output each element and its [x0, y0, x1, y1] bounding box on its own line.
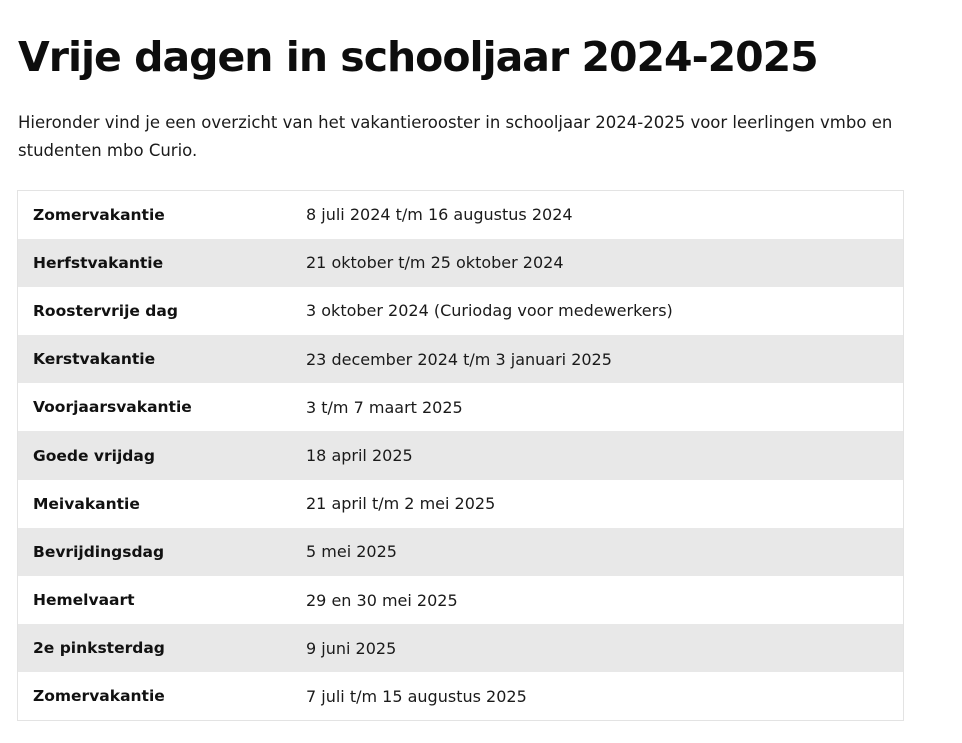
holiday-table: Zomervakantie 8 juli 2024 t/m 16 augustu… [17, 190, 904, 722]
table-row: Zomervakantie 7 juli t/m 15 augustus 202… [17, 672, 904, 721]
holiday-date: 23 december 2024 t/m 3 januari 2025 [306, 349, 612, 369]
table-row: 2e pinksterdag 9 juni 2025 [17, 624, 904, 673]
holiday-date: 5 mei 2025 [306, 542, 397, 562]
holiday-date: 29 en 30 mei 2025 [306, 590, 458, 610]
table-row: Roostervrije dag 3 oktober 2024 (Curioda… [17, 286, 904, 336]
table-row: Zomervakantie 8 juli 2024 t/m 16 augustu… [17, 190, 904, 239]
holiday-name: Zomervakantie [33, 687, 165, 706]
holiday-date: 9 juni 2025 [306, 638, 397, 658]
holiday-name: Bevrijdingsdag [33, 542, 165, 561]
table-row: Herfstvakantie 21 oktober t/m 25 oktober… [17, 238, 904, 287]
table-row: Hemelvaart 29 en 30 mei 2025 [17, 576, 904, 625]
holiday-name: Hemelvaart [33, 591, 135, 610]
table-row: Voorjaarsvakantie 3 t/m 7 maart 2025 [17, 383, 904, 432]
table-row: Meivakantie 21 april t/m 2 mei 2025 [17, 479, 904, 528]
holiday-name: Kerstvakantie [33, 350, 156, 369]
page-title: Vrije dagen in schooljaar 2024-2025 [18, 33, 819, 81]
table-row: Bevrijdingsdag 5 mei 2025 [17, 527, 904, 576]
holiday-name: Voorjaarsvakantie [33, 398, 192, 417]
holiday-name: Zomervakantie [33, 205, 165, 224]
holiday-name: Meivakantie [33, 494, 140, 513]
table-row: Kerstvakantie 23 december 2024 t/m 3 jan… [17, 335, 904, 384]
holiday-name: Goede vrijdag [33, 446, 155, 465]
holiday-date: 3 t/m 7 maart 2025 [306, 397, 463, 417]
holiday-name: Roostervrije dag [33, 301, 178, 320]
holiday-date: 8 juli 2024 t/m 16 augustus 2024 [306, 205, 573, 225]
table-row: Goede vrijdag 18 april 2025 [17, 431, 904, 480]
holiday-date: 7 juli t/m 15 augustus 2025 [306, 686, 527, 706]
holiday-name: 2e pinksterdag [33, 639, 165, 658]
holiday-name: Herfstvakantie [33, 253, 164, 272]
holiday-date: 21 oktober t/m 25 oktober 2024 [306, 253, 564, 273]
holiday-date: 3 oktober 2024 (Curiodag voor medewerker… [306, 301, 673, 321]
intro-paragraph: Hieronder vind je een overzicht van het … [18, 113, 893, 160]
holiday-date: 18 april 2025 [306, 446, 413, 466]
holiday-date: 21 april t/m 2 mei 2025 [306, 494, 496, 514]
